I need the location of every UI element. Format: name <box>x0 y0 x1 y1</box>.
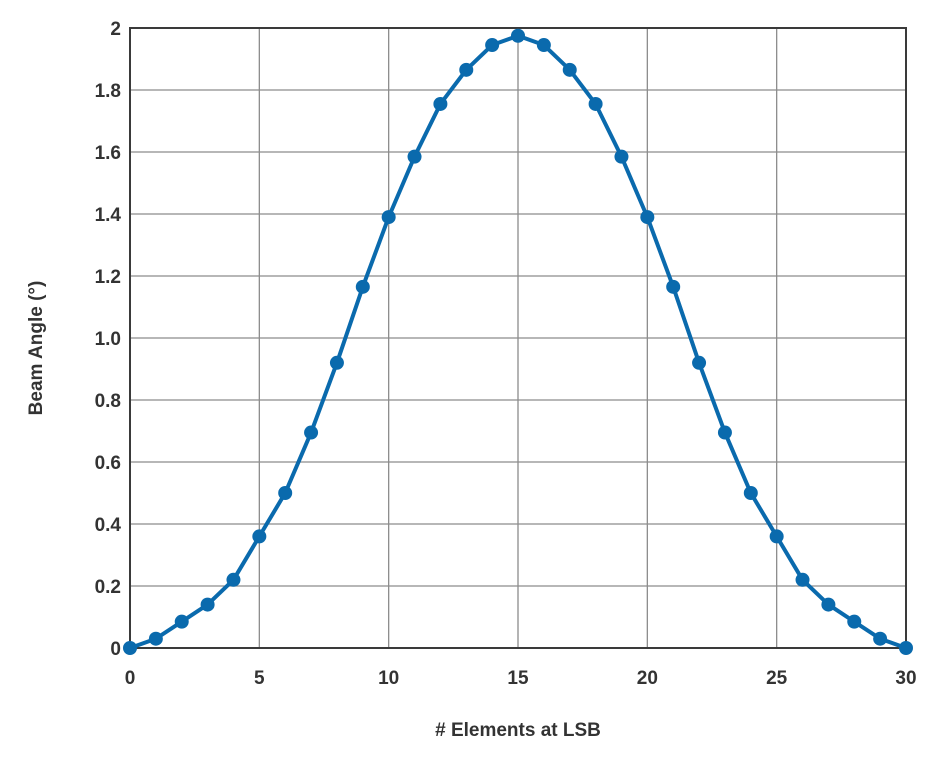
data-point <box>536 38 551 53</box>
data-point <box>123 641 137 655</box>
y-tick-label: 1.6 <box>95 143 121 164</box>
data-point <box>821 597 836 612</box>
data-point <box>795 572 810 587</box>
data-point <box>562 62 577 77</box>
data-point <box>252 529 267 544</box>
data-point <box>407 149 422 164</box>
data-point <box>743 486 758 500</box>
data-point <box>588 96 603 111</box>
data-point <box>148 631 163 646</box>
x-tick-label: 5 <box>254 668 265 689</box>
y-tick-label: 1.4 <box>95 205 122 226</box>
y-tick-label: 1.2 <box>95 267 121 288</box>
x-tick-label: 15 <box>507 668 529 689</box>
data-point <box>769 529 784 544</box>
data-point <box>174 614 189 629</box>
x-tick-label: 20 <box>637 668 658 689</box>
data-point <box>666 279 681 294</box>
series-layer <box>123 28 913 655</box>
y-axis-ticks: 0 0.2 0.4 0.6 0.8 1.0 1.2 1.4 1.6 1.8 2 <box>95 19 122 660</box>
data-point <box>433 96 448 111</box>
data-point <box>485 38 500 53</box>
data-point <box>200 597 215 612</box>
data-point <box>511 28 525 43</box>
y-tick-label: 1.8 <box>95 81 121 102</box>
data-point <box>873 631 888 646</box>
plot-frame <box>129 27 907 649</box>
y-tick-label: 0.6 <box>95 453 121 474</box>
data-point <box>640 210 655 225</box>
y-tick-label: 0.2 <box>95 577 121 598</box>
y-tick-label: 0.8 <box>95 391 121 412</box>
y-tick-label: 1.0 <box>95 329 121 350</box>
data-point <box>899 641 913 655</box>
data-point <box>717 425 732 440</box>
x-axis-ticks: 0 5 10 15 20 25 30 <box>125 668 917 689</box>
x-tick-label: 30 <box>895 668 916 689</box>
x-tick-label: 25 <box>766 668 788 689</box>
y-tick-label: 0.4 <box>95 515 122 536</box>
data-point <box>614 149 629 164</box>
data-point <box>381 210 396 225</box>
y-axis-title: Beam Angle (°) <box>26 281 47 416</box>
y-tick-label: 2 <box>110 19 121 40</box>
x-tick-label: 10 <box>378 668 399 689</box>
y-tick-label: 0 <box>110 639 121 660</box>
data-point <box>226 572 241 587</box>
data-point <box>847 614 862 629</box>
data-point <box>355 279 370 294</box>
x-tick-label: 0 <box>125 668 136 689</box>
data-point <box>459 62 474 77</box>
data-point <box>278 486 293 500</box>
data-point <box>692 355 707 370</box>
data-point <box>304 425 319 440</box>
x-axis-title: # Elements at LSB <box>435 720 601 741</box>
data-point <box>329 355 344 370</box>
